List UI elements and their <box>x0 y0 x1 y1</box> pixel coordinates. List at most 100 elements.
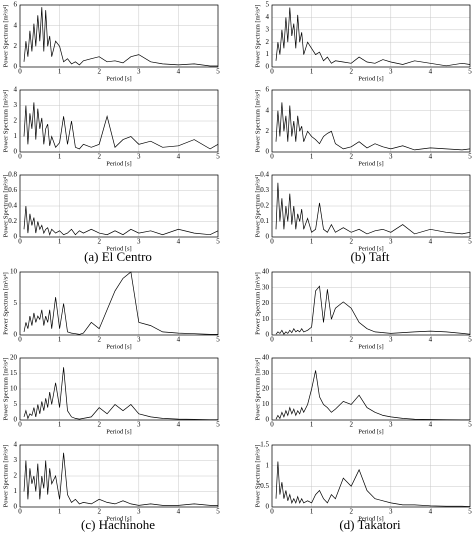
x-tick-label: 3 <box>137 508 141 516</box>
y-tick-label: 30 <box>262 369 270 377</box>
x-tick-label: 0 <box>270 68 274 76</box>
y-axis-label: Power Spectrum [m²/s⁴] <box>2 358 9 421</box>
x-tick-label: 2 <box>349 238 353 246</box>
series-line <box>23 452 218 506</box>
y-tick-label: 6 <box>14 1 18 9</box>
x-tick-label: 2 <box>349 421 353 429</box>
y-tick-label: 0.3 <box>260 186 269 194</box>
x-tick-label: 1 <box>58 508 62 516</box>
y-tick-label: 0 <box>266 331 270 339</box>
x-tick-label: 4 <box>177 68 181 76</box>
x-tick-label: 5 <box>216 508 220 516</box>
x-tick-label: 3 <box>389 421 393 429</box>
plot-frame <box>19 89 219 153</box>
plot-frame <box>271 271 471 336</box>
plot-frame <box>19 4 219 68</box>
x-tick-label: 1 <box>58 336 62 344</box>
x-tick-label: 0 <box>18 68 22 76</box>
x-tick-label: 3 <box>389 153 393 161</box>
y-tick-label: 15 <box>10 369 18 377</box>
y-tick-label: 0.2 <box>260 202 269 210</box>
x-tick-label: 0 <box>270 153 274 161</box>
x-tick-label: 1 <box>58 68 62 76</box>
plot-frame <box>19 271 219 336</box>
y-tick-label: 20 <box>10 354 18 362</box>
series-line <box>23 271 218 335</box>
x-tick-label: 5 <box>468 508 472 516</box>
y-tick-label: 4 <box>14 86 18 94</box>
x-tick-label: 4 <box>429 68 433 76</box>
x-tick-label: 5 <box>216 336 220 344</box>
x-tick-label: 5 <box>468 238 472 246</box>
caption: (b) Taft <box>351 249 390 264</box>
y-tick-label: 20 <box>262 385 270 393</box>
x-tick-label: 2 <box>349 153 353 161</box>
x-tick-label: 5 <box>468 68 472 76</box>
y-tick-label: 10 <box>10 268 18 276</box>
y-tick-label: 5 <box>14 299 18 307</box>
series-line <box>275 285 471 335</box>
y-tick-label: 1 <box>14 132 18 140</box>
x-axis-label: Period [s] <box>358 428 383 435</box>
x-tick-label: 4 <box>429 421 433 429</box>
series-line <box>23 7 218 67</box>
x-tick-label: 3 <box>389 508 393 516</box>
y-tick-label: 4 <box>14 441 18 449</box>
x-axis-label: Period [s] <box>358 343 383 350</box>
x-tick-label: 3 <box>137 68 141 76</box>
x-tick-label: 1 <box>58 421 62 429</box>
x-tick-label: 2 <box>97 68 101 76</box>
y-tick-label: 40 <box>262 354 270 362</box>
y-tick-label: 1 <box>266 461 270 469</box>
x-tick-label: 1 <box>310 421 314 429</box>
series-line <box>275 370 470 421</box>
y-tick-label: 3 <box>266 25 270 33</box>
y-axis-label: Power Spectrum [m²/s⁴] <box>2 272 9 335</box>
y-tick-label: 1.5 <box>260 441 269 449</box>
series-line <box>275 182 471 235</box>
x-axis-label: Period [s] <box>106 515 131 522</box>
y-tick-label: 0 <box>14 233 18 241</box>
y-axis-label: Power Spectrum [m²/s⁴] <box>254 175 261 238</box>
x-tick-label: 5 <box>216 68 220 76</box>
y-tick-label: 0 <box>14 148 18 156</box>
x-tick-label: 0 <box>270 508 274 516</box>
x-tick-label: 2 <box>349 336 353 344</box>
x-tick-label: 0 <box>18 238 22 246</box>
y-tick-label: 10 <box>262 315 270 323</box>
x-axis-label: Period [s] <box>106 428 131 435</box>
y-tick-label: 0 <box>266 416 270 424</box>
y-tick-label: 2 <box>14 117 18 125</box>
plot-frame <box>19 444 219 508</box>
x-tick-label: 1 <box>310 508 314 516</box>
y-axis-label: Power Spectrum [m²/s⁴] <box>254 272 261 335</box>
series-line <box>23 205 219 236</box>
y-axis-label: Power Spectrum [m²/s⁴] <box>2 5 9 68</box>
x-tick-label: 3 <box>137 336 141 344</box>
x-tick-label: 4 <box>177 421 181 429</box>
caption: (a) El Centro <box>84 249 152 264</box>
x-tick-label: 3 <box>389 336 393 344</box>
y-axis-label: Power Spectrum [m²/s⁴] <box>254 445 261 508</box>
y-tick-label: 4 <box>266 13 270 21</box>
y-tick-label: 4 <box>266 106 270 114</box>
y-tick-label: 0 <box>266 503 270 511</box>
x-tick-label: 4 <box>429 336 433 344</box>
y-tick-label: 0.2 <box>8 217 17 225</box>
y-tick-label: 20 <box>262 299 270 307</box>
y-tick-label: 2 <box>266 127 270 135</box>
series-line <box>275 461 471 507</box>
x-tick-label: 3 <box>389 238 393 246</box>
x-tick-label: 1 <box>310 68 314 76</box>
x-tick-label: 2 <box>349 508 353 516</box>
y-tick-label: 0 <box>266 233 270 241</box>
x-tick-label: 4 <box>429 508 433 516</box>
x-tick-label: 4 <box>177 153 181 161</box>
y-tick-label: 0 <box>14 416 18 424</box>
x-tick-label: 1 <box>310 153 314 161</box>
x-tick-label: 1 <box>58 238 62 246</box>
x-tick-label: 2 <box>97 336 101 344</box>
x-tick-label: 4 <box>177 336 181 344</box>
y-tick-label: 6 <box>266 86 270 94</box>
